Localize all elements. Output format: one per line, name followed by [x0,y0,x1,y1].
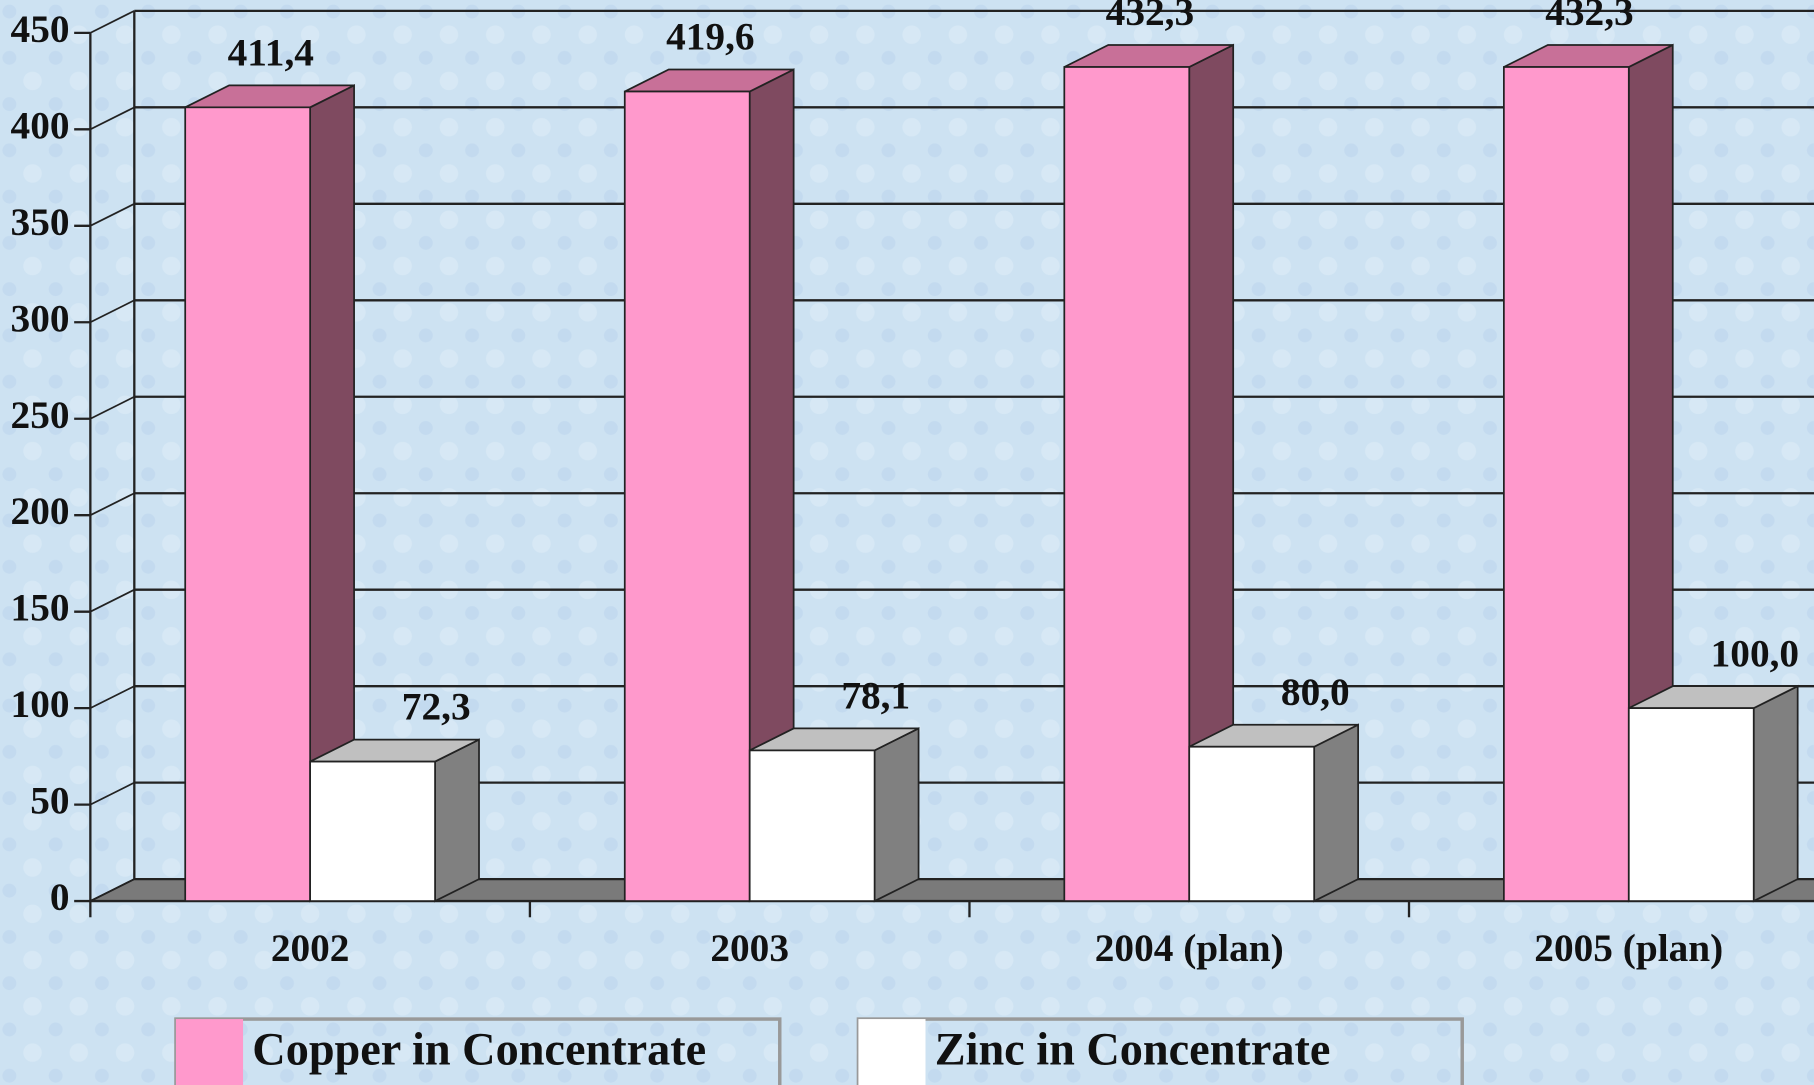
y-tick-label: 100 [11,682,70,726]
data-label: 411,4 [228,30,314,74]
y-tick-label: 0 [50,875,70,919]
legend-label: Copper in Concentrate [252,1024,706,1075]
y-tick-depth [89,10,135,34]
bar [1188,723,1359,903]
data-label: 419,6 [666,15,754,59]
y-tick-depth [89,878,135,902]
y-tick-depth [89,781,135,806]
y-tick-label: 150 [11,586,70,630]
bar-front [623,90,751,902]
x-tick-label: 2005 (plan) [1534,926,1723,970]
legend-label: Zinc in Concentrate [935,1024,1331,1075]
bar-front [1502,66,1630,902]
data-label: 80,0 [1281,670,1350,714]
y-tick-label: 400 [11,103,70,147]
bar [309,738,480,903]
bar-front [1063,66,1191,902]
y-tick-depth [89,203,135,227]
y-tick-depth [89,299,135,324]
bar-front [309,760,436,902]
y-tick-depth [89,106,135,131]
x-tick-label: 2003 [710,926,789,970]
legend-swatch [175,1019,244,1085]
data-label: 432,3 [1106,0,1194,34]
data-label: 72,3 [402,685,471,729]
bar-front [184,106,312,902]
y-tick-depth [89,588,135,613]
bar [1627,684,1799,903]
legend-swatch [858,1019,926,1085]
data-label: 432,3 [1545,0,1633,34]
y-tick-label: 250 [11,393,70,437]
data-label: 78,1 [841,674,910,718]
y-tick-depth [89,685,135,709]
x-tick-label: 2002 [271,926,350,970]
y-tick-label: 450 [11,7,70,51]
bar-front [748,749,876,902]
bar-front [1188,745,1316,902]
y-tick-depth [89,492,135,516]
y-tick-label: 50 [30,779,69,823]
bar-side [1313,723,1359,903]
y-tick-label: 300 [11,296,70,340]
y-tick-label: 200 [11,489,70,533]
bar [748,727,920,903]
bar [1063,43,1235,903]
bar-side [434,738,480,903]
bar [184,83,355,903]
y-tick-label: 350 [11,200,70,244]
bar [1502,43,1674,903]
data-label: 100,0 [1711,631,1799,675]
y-tick-depth [89,395,135,420]
bar-front [1627,707,1755,902]
bar-side [1752,684,1799,903]
x-tick-label: 2004 (plan) [1095,926,1284,970]
bar-side [873,727,920,903]
bar [623,68,795,903]
